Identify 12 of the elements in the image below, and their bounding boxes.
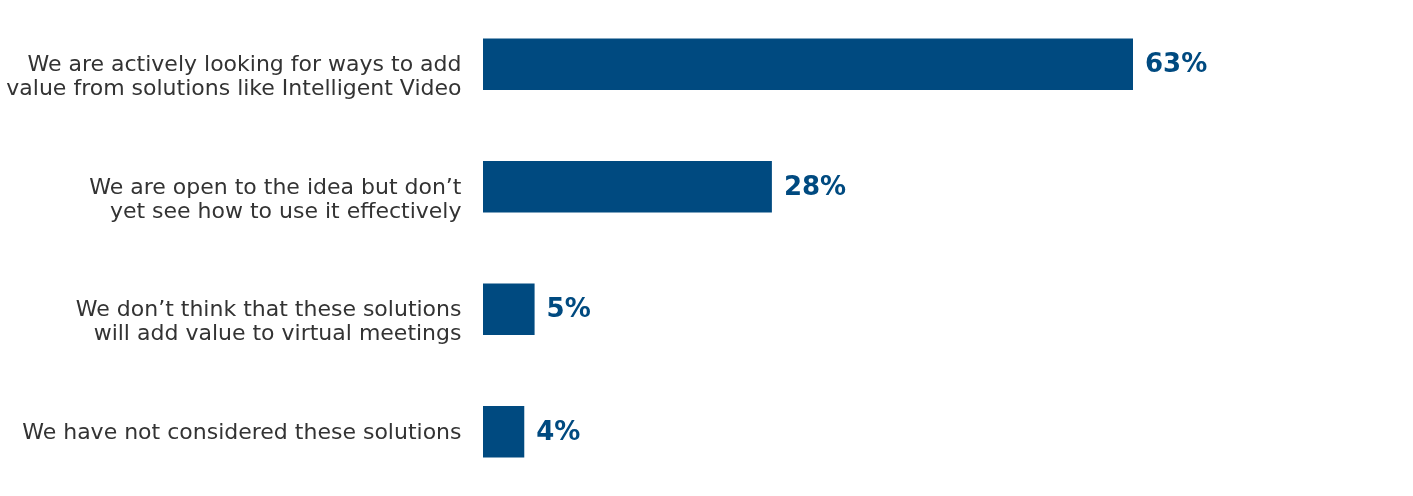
data-label: 4% [536,415,581,446]
y-tick-label: We are open to the idea but don’t yet see how to use it effectively [89,173,462,223]
y-tick-label: We are actively looking for ways to add value from solutions like Intelligent Video [6,51,462,101]
data-label: 28% [783,170,847,201]
y-tick-label: We have not considered these solutions [22,418,462,444]
bar [483,283,535,335]
bar [483,161,772,213]
data-label: 5% [546,293,591,324]
y-tick-label: We don’t think that these solutions will add value to virtual meetings [75,296,462,346]
bar [483,38,1133,90]
data-label: 63% [1145,48,1208,79]
bar [483,406,525,458]
